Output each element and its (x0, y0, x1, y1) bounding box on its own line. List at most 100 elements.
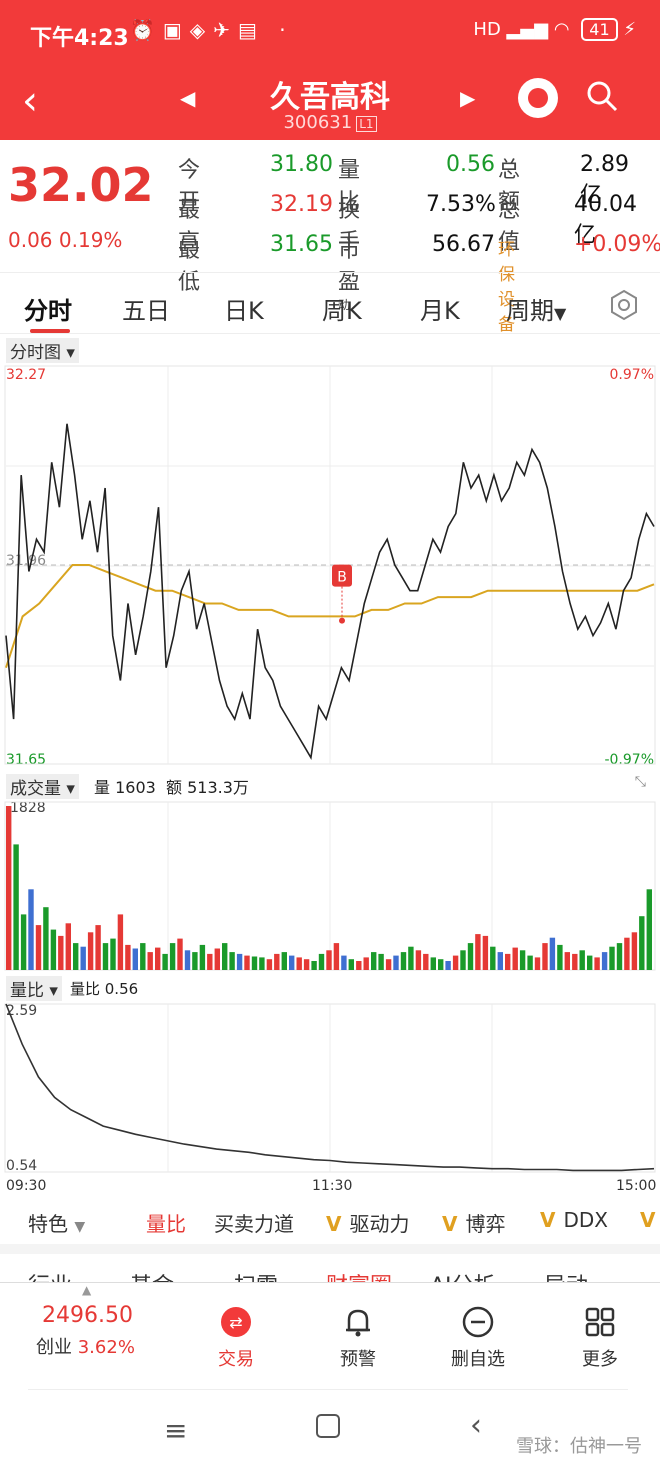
change-percent: 0.19% (58, 228, 123, 252)
ratio-min-label: 0.54 (6, 1158, 38, 1174)
volume-bar (65, 923, 71, 970)
nav-remove-watch[interactable]: 删自选 (428, 1305, 528, 1371)
ratio-max-label: 2.59 (6, 1003, 38, 1019)
volume-bar (363, 957, 369, 970)
status-right: HD ▂▄▆ ◠ 41 ⚡ (473, 18, 636, 41)
volume-bar (266, 959, 273, 970)
vip-icon: V (442, 1212, 458, 1236)
volume-bar (13, 844, 19, 970)
current-price: 32.02 (8, 158, 154, 212)
pe-label-sup: 动 (338, 298, 351, 312)
tab-underline (30, 329, 70, 333)
volume-bar (408, 946, 414, 970)
volume-bar (20, 914, 27, 970)
volume-bar (244, 955, 250, 970)
settings-icon[interactable] (608, 289, 640, 321)
volume-bar (28, 889, 34, 970)
back-icon[interactable]: ‹ (22, 78, 38, 124)
indicator-buy-sell[interactable]: 买卖力道 (214, 1212, 294, 1236)
volume-bar (415, 950, 422, 970)
mascot-icon[interactable] (518, 78, 558, 118)
buy-marker-label: B (337, 570, 347, 586)
volume-bar (564, 952, 570, 970)
tab-intraday[interactable]: 分时 (24, 297, 72, 325)
tab-fund[interactable]: 基金 (130, 1268, 174, 1284)
battery-icon: 41 (581, 18, 618, 41)
volume-label: 成交量 (10, 779, 61, 799)
indicator-ddx[interactable]: V DDX (540, 1208, 608, 1232)
index-name-row[interactable]: 创业 3.62% (36, 1333, 135, 1359)
status-bar: 下午4:23 ⏰▣◈✈▤ · HD ▂▄▆ ◠ 41 ⚡ (0, 0, 660, 64)
volume-bar (609, 946, 615, 970)
price-line (5, 423, 655, 760)
sector-name[interactable]: 环保设备 (498, 240, 515, 335)
volume-bar (445, 961, 451, 970)
chart-type-label: 分时图 (10, 343, 61, 363)
indicator-game[interactable]: V 博弈 (442, 1208, 505, 1237)
volume-bar (341, 955, 347, 970)
vip-icon: V (326, 1212, 342, 1236)
tab-ai[interactable]: AI分析 (430, 1268, 496, 1284)
indicator-vol-ratio[interactable]: 量比 (146, 1212, 186, 1236)
vip-icon: V (640, 1208, 656, 1232)
volume-bar (385, 959, 392, 970)
tab-monthly-k[interactable]: 月K (420, 297, 460, 325)
bottom-nav: ▲ 2496.50 创业 3.62% ⇄ 交易 预警 删自选 更多 (0, 1282, 660, 1392)
tab-anomaly[interactable]: 异动 (544, 1268, 588, 1284)
tab-mine[interactable]: 扫雷 (234, 1268, 278, 1284)
next-stock-icon[interactable]: ▶ (460, 86, 476, 110)
wifi-icon: ◠ (553, 19, 570, 40)
chart-type-selector[interactable]: 分时图 ▾ (6, 338, 79, 363)
pe-value: 56.67 (432, 232, 495, 257)
volume-bar (184, 950, 191, 970)
tab-period[interactable]: 周期▼ (506, 291, 566, 326)
volume-bar (35, 925, 42, 970)
home-icon[interactable] (316, 1414, 340, 1438)
buy-marker-dot (339, 617, 345, 624)
nav-alert[interactable]: 预警 (308, 1305, 408, 1371)
tab-industry[interactable]: 行业 (28, 1268, 72, 1284)
volume-bar (378, 953, 384, 970)
volume-bar (452, 955, 459, 970)
volume-bar (125, 944, 131, 970)
volume-bar (348, 959, 354, 970)
volume-selector[interactable]: 成交量 ▾ (6, 774, 79, 799)
search-icon[interactable] (586, 80, 618, 112)
volume-bar (505, 953, 511, 970)
volume-bar (192, 952, 198, 970)
expand-icon[interactable]: ⤡ (634, 774, 646, 790)
svg-text:⇄: ⇄ (229, 1313, 242, 1332)
tab-wealth[interactable]: 财富圈 (326, 1268, 392, 1284)
feature-dropdown[interactable]: 特色 ▼ (28, 1208, 85, 1237)
prev-stock-icon[interactable]: ◀ (180, 86, 196, 110)
caret-up-icon: ▲ (82, 1283, 92, 1297)
tab-weekly-k[interactable]: 周K (322, 297, 362, 325)
back-nav-icon[interactable]: ‹ (470, 1408, 482, 1443)
amount-value: 2.89亿 (580, 152, 629, 208)
volume-chart (4, 801, 656, 971)
index-name: 创业 (36, 1337, 72, 1358)
nav-more[interactable]: 更多 (550, 1305, 650, 1371)
volume-bar (50, 929, 57, 970)
sector-change: +0.09% (574, 232, 660, 257)
volume-bar (110, 938, 116, 970)
top-header: 下午4:23 ⏰▣◈✈▤ · HD ▂▄▆ ◠ 41 ⚡ ‹ ◀ 久吾高科 ▶ … (0, 0, 660, 140)
ratio-selector[interactable]: 量比 ▾ (6, 976, 62, 1001)
tab-five-day[interactable]: 五日 (122, 297, 170, 325)
tab-period-label: 周期 (506, 297, 554, 325)
charging-icon: ⚡ (623, 19, 636, 40)
status-time: 下午4:23 (30, 26, 129, 51)
volume-bar (289, 955, 295, 970)
system-nav-bar: ≡ ‹ (0, 1392, 660, 1467)
buy-marker (332, 564, 352, 587)
nav-trade[interactable]: ⇄ 交易 (186, 1305, 286, 1371)
volume-bar (311, 961, 317, 970)
open-value: 31.80 (270, 152, 333, 177)
intraday-price-chart[interactable]: B (0, 360, 660, 770)
volume-bar (318, 953, 325, 970)
menu-icon[interactable]: ≡ (164, 1414, 188, 1447)
index-value[interactable]: 2496.50 (42, 1303, 133, 1328)
tab-daily-k[interactable]: 日K (224, 297, 264, 325)
indicator-drive[interactable]: V 驱动力 (326, 1208, 409, 1237)
volume-bar (58, 935, 64, 970)
